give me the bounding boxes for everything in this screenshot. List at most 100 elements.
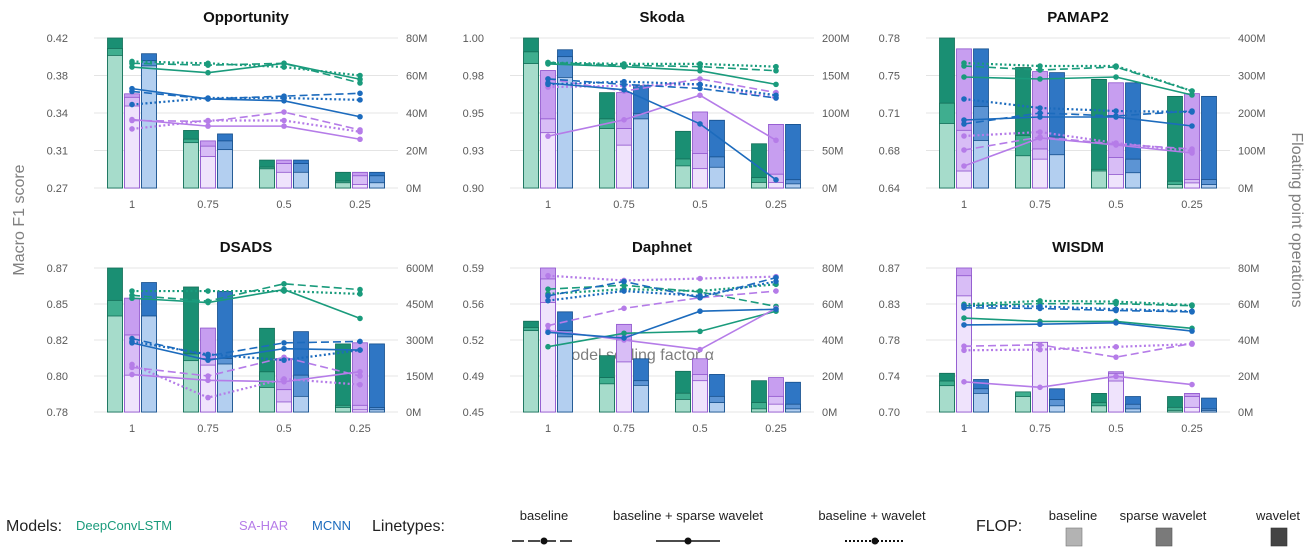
x-tick-label: 0.25: [1181, 199, 1202, 211]
flop-bar-baseline-mcnn: [217, 149, 233, 189]
subplot-title: Opportunity: [203, 9, 289, 26]
f1-point-deepconvlstm: [205, 60, 211, 67]
f1-point-sa-har: [697, 275, 703, 282]
f1-line-deepconvlstm-sparse-wavelet: [963, 76, 1193, 96]
y2-tick-label: 150M: [406, 371, 434, 383]
f1-point-deepconvlstm: [1037, 76, 1043, 82]
f1-point-sa-har: [961, 163, 967, 169]
flop-bar-baseline-sa-har: [1032, 341, 1048, 413]
x-tick-label: 0.75: [197, 423, 218, 435]
f1-line-sa-har-baseline: [131, 111, 361, 131]
f1-line-mcnn-sparse-wavelet: [131, 342, 361, 361]
flop-bar-wavelet-mcnn: [785, 124, 801, 189]
f1-point-sa-har: [205, 123, 211, 129]
legend-flop-wavelet-swatch: [1270, 527, 1288, 547]
legend-flop-baseline: baseline: [1049, 508, 1097, 523]
flop-bar-baseline-mcnn: [785, 408, 801, 413]
y2-tick-label: 40M: [822, 335, 843, 347]
y2-tick-label: 20M: [406, 146, 427, 158]
flop-bar-baseline-mcnn: [141, 315, 157, 413]
f1-point-mcnn: [357, 113, 363, 120]
flop-bar-baseline-deepconvlstm: [1091, 170, 1107, 189]
flop-bar-baseline-mcnn: [1201, 184, 1217, 189]
f1-line-sa-har-wavelet: [131, 363, 361, 399]
f1-point-sa-har: [961, 343, 967, 349]
f1-point-sa-har: [621, 305, 627, 312]
f1-point-sa-har: [1189, 148, 1195, 154]
legend-flop-wavelet: wavelet: [1255, 508, 1300, 523]
x-tick-label: 1: [545, 423, 551, 435]
f1-line-mcnn-baseline: [963, 306, 1193, 313]
f1-point-deepconvlstm: [621, 330, 627, 337]
flop-bar-baseline-sa-har: [1108, 174, 1124, 189]
f1-line-sa-har-baseline: [131, 356, 361, 377]
f1-point-mcnn: [621, 288, 627, 294]
y-tick-label: 0.95: [463, 108, 484, 120]
y2-tick-label: 60M: [822, 299, 843, 311]
f1-point-mcnn: [1189, 308, 1195, 315]
x-axis-label: Model scaling factor α: [558, 347, 714, 364]
f1-point-deepconvlstm: [357, 291, 363, 297]
f1-point-mcnn: [1189, 109, 1195, 115]
y-tick-label: 0.83: [879, 299, 900, 311]
flop-bar-baseline-mcnn: [141, 65, 157, 189]
flop-bar-baseline-sa-har: [124, 374, 140, 413]
y-tick-label: 0.87: [47, 263, 68, 275]
y2-tick-label: 300M: [1238, 71, 1266, 83]
flop-bar-baseline-deepconvlstm: [1167, 410, 1183, 413]
f1-point-sa-har: [281, 117, 287, 124]
flop-bar-baseline-deepconvlstm: [183, 360, 199, 413]
y2-tick-label: 200M: [1238, 108, 1266, 120]
f1-point-mcnn: [697, 293, 703, 299]
f1-line-mcnn-sparse-wavelet: [963, 322, 1193, 332]
x-tick-label: 0.25: [765, 199, 786, 211]
f1-point-mcnn: [205, 351, 211, 358]
flop-bar-baseline-deepconvlstm: [523, 330, 539, 413]
y-tick-label: 0.93: [463, 146, 484, 158]
f1-point-mcnn: [1113, 114, 1119, 120]
f1-point-sa-har: [357, 381, 363, 388]
y2-tick-label: 100M: [822, 108, 850, 120]
f1-point-sa-har: [357, 128, 363, 135]
y-tick-label: 0.45: [463, 407, 484, 419]
f1-line-mcnn-sparse-wavelet: [547, 82, 777, 181]
f1-point-sa-har: [129, 371, 135, 378]
f1-point-sa-har: [961, 133, 967, 139]
f1-point-sa-har: [1113, 140, 1119, 146]
f1-point-mcnn: [621, 278, 627, 285]
f1-point-mcnn: [961, 322, 967, 328]
f1-line-sa-har-baseline: [547, 290, 777, 327]
f1-point-deepconvlstm: [545, 59, 551, 66]
x-tick-label: 1: [961, 199, 967, 211]
f1-point-sa-har: [773, 288, 779, 294]
flop-bar-baseline-sa-har: [1032, 158, 1048, 189]
flop-bar-baseline-deepconvlstm: [1015, 155, 1031, 189]
f1-point-sa-har: [545, 272, 551, 279]
y-tick-label: 1.00: [463, 33, 484, 45]
y2-tick-label: 80M: [406, 33, 427, 45]
f1-point-deepconvlstm: [1113, 298, 1119, 305]
x-tick-label: 0.75: [1029, 423, 1050, 435]
f1-point-mcnn: [961, 121, 967, 127]
y-tick-label: 0.31: [47, 146, 68, 158]
f1-point-mcnn: [205, 95, 211, 101]
f1-point-sa-har: [773, 137, 779, 144]
flop-bar-baseline-deepconvlstm: [751, 182, 767, 189]
f1-point-mcnn: [697, 121, 703, 127]
f1-point-mcnn: [773, 278, 779, 285]
y-tick-label: 0.80: [47, 371, 68, 383]
x-tick-label: 0.25: [765, 423, 786, 435]
legend-model-sa-har: SA-HAR: [239, 518, 288, 533]
f1-point-mcnn: [1113, 108, 1119, 114]
y-tick-label: 0.71: [879, 108, 900, 120]
f1-point-sa-har: [205, 394, 211, 401]
f1-point-deepconvlstm: [1037, 67, 1043, 73]
f1-line-mcnn-wavelet: [963, 304, 1193, 313]
y2-tick-label: 80M: [822, 263, 843, 275]
flop-bar-baseline-mcnn: [973, 393, 989, 413]
y2-tick-label: 20M: [822, 371, 843, 383]
f1-line-deepconvlstm-baseline: [963, 65, 1193, 92]
f1-line-mcnn-sparse-wavelet: [963, 116, 1193, 127]
flop-bar-baseline-deepconvlstm: [259, 387, 275, 413]
